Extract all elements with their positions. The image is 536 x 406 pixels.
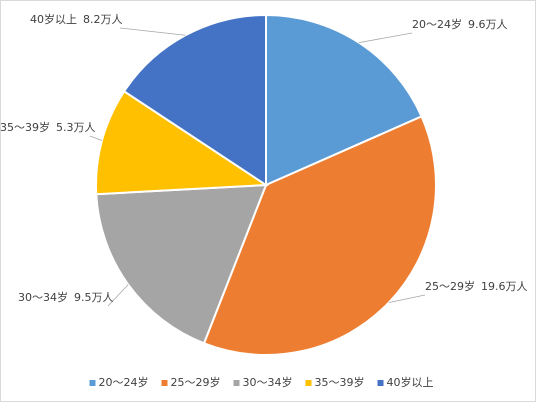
legend-label: 25～29岁 <box>171 375 221 389</box>
data-label-value: 5.3万人 <box>56 121 96 134</box>
data-label-category: 40岁以上 <box>30 12 77 26</box>
legend-swatch <box>89 380 96 386</box>
legend-swatch <box>233 380 240 386</box>
data-label-value: 19.6万人 <box>481 280 528 293</box>
legend-swatch <box>161 380 168 386</box>
legend-label: 35～39岁 <box>315 375 365 389</box>
legend-swatch <box>377 380 384 386</box>
leader-line <box>107 284 129 307</box>
pie-slice <box>122 13 267 187</box>
data-label-value: 9.6万人 <box>468 18 508 31</box>
leader-line <box>388 294 426 304</box>
leader-line <box>89 135 103 141</box>
pie-slice <box>95 89 270 196</box>
pie-slice <box>265 13 423 187</box>
data-label-category: 35～39岁 <box>0 120 50 134</box>
data-label-category: 30～34岁 <box>18 290 68 304</box>
legend-swatch <box>305 380 312 386</box>
data-label-category: 25～29岁 <box>425 279 475 293</box>
leader-line <box>358 32 413 43</box>
legend-label: 20～24岁 <box>99 375 149 389</box>
data-label-category: 20～24岁 <box>412 17 462 31</box>
leader-line <box>119 27 186 36</box>
data-label-value: 9.5万人 <box>74 291 114 304</box>
legend-label: 30～34岁 <box>243 375 293 389</box>
legend-label: 40岁以上 <box>387 375 434 389</box>
pie-slice <box>202 115 437 356</box>
data-label-value: 8.2万人 <box>83 13 123 26</box>
